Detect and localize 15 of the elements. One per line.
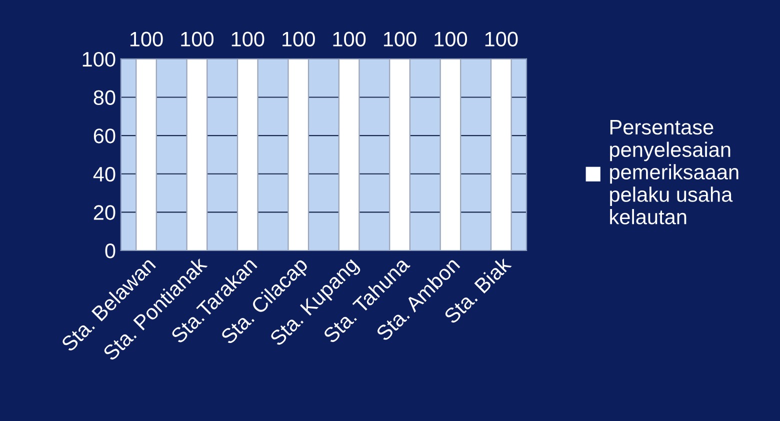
- data-label: 100: [384, 32, 416, 46]
- y-tick-label: 20: [94, 205, 116, 220]
- data-label: 100: [282, 32, 315, 46]
- data-label: 100: [333, 32, 366, 46]
- y-tick-label: 60: [94, 128, 116, 144]
- data-label: 100: [232, 32, 264, 46]
- y-tick-label: 40: [93, 166, 116, 182]
- y-tick-label: 80: [94, 90, 116, 106]
- data-label: 100: [485, 32, 518, 46]
- data-label: 100: [434, 32, 468, 46]
- legend-label: Persentase penyelesaian pemeriksaaan pelaku usaha kelautan: [610, 120, 738, 224]
- y-tick-label: 0: [105, 243, 116, 258]
- y-tick-label: 100: [82, 52, 116, 67]
- data-label: 100: [181, 32, 214, 46]
- data-label: 100: [130, 32, 163, 46]
